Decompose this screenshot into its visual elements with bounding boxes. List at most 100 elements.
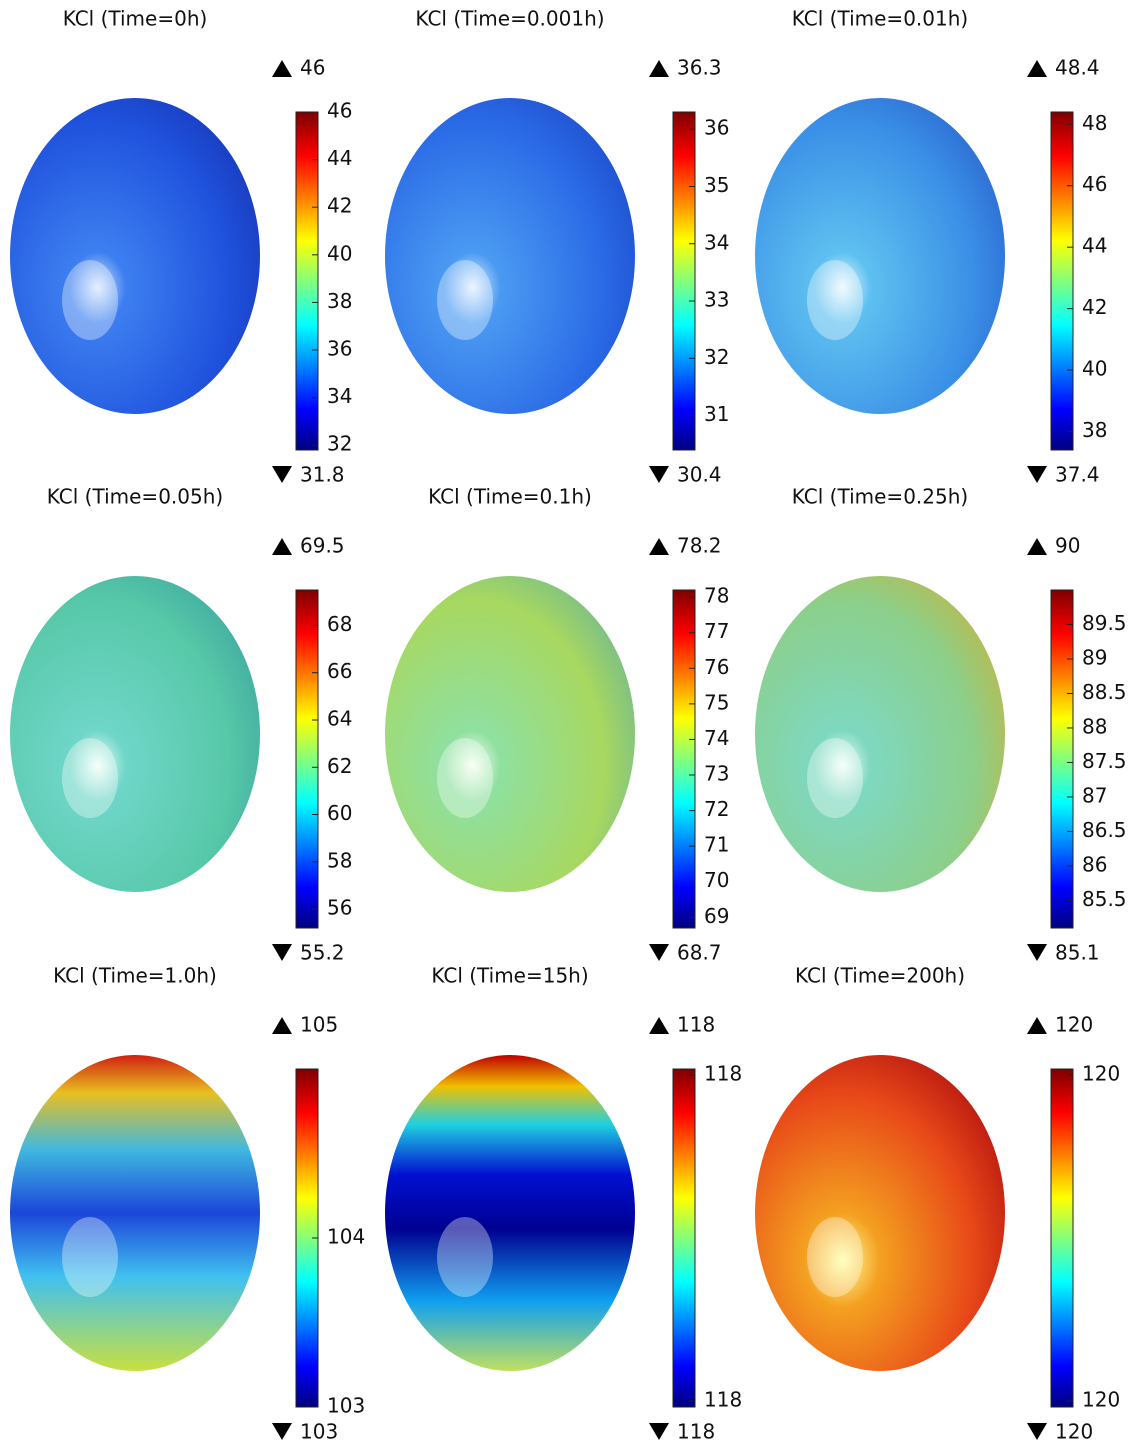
colorbar-label: 38 <box>1082 418 1107 442</box>
max-value: 69.5 <box>300 534 345 558</box>
panel-title: KCl (Time=0.05h) <box>47 485 223 509</box>
egg-highlight <box>807 1217 863 1297</box>
colorbar-label: 120 <box>1082 1388 1120 1412</box>
colorbar-label: 89.5 <box>1082 611 1127 635</box>
panel-title: KCl (Time=0.001h) <box>415 7 604 31</box>
colorbar-label: 88 <box>1082 714 1107 738</box>
colorbar-label: 46 <box>327 99 352 123</box>
colorbar-label: 34 <box>704 230 729 254</box>
max-marker <box>272 60 292 77</box>
colorbar-label: 75 <box>704 690 729 714</box>
max-marker <box>272 538 292 555</box>
colorbar-label: 104 <box>327 1225 365 1249</box>
colorbar-label: 40 <box>1082 357 1107 381</box>
colorbar-label: 72 <box>704 797 729 821</box>
colorbar-label: 76 <box>704 655 729 679</box>
panel-title: KCl (Time=0.1h) <box>428 485 592 509</box>
panel-title: KCl (Time=0.01h) <box>792 7 968 31</box>
panel-title: KCl (Time=1.0h) <box>53 964 217 988</box>
colorbar-label: 103 <box>327 1394 365 1418</box>
colorbar <box>296 590 318 928</box>
max-value: 118 <box>677 1013 715 1037</box>
colorbar-label: 78 <box>704 584 729 608</box>
egg-highlight <box>807 738 863 818</box>
min-value: 31.8 <box>300 463 345 487</box>
colorbar-label: 58 <box>327 848 352 872</box>
egg-plot <box>10 576 260 892</box>
colorbar-label: 69 <box>704 904 729 928</box>
min-marker <box>1027 1423 1047 1440</box>
egg-plot <box>385 576 635 892</box>
min-marker <box>649 944 669 961</box>
egg-plot <box>10 1055 260 1371</box>
max-value: 105 <box>300 1013 338 1037</box>
colorbar-label: 85.5 <box>1082 887 1127 911</box>
max-marker <box>649 1017 669 1034</box>
colorbar-label: 44 <box>1082 234 1107 258</box>
colorbar-label: 35 <box>704 173 729 197</box>
colorbar <box>673 112 695 450</box>
colorbar-label: 62 <box>327 754 352 778</box>
colorbar-label: 118 <box>704 1062 742 1086</box>
min-marker <box>272 944 292 961</box>
colorbar <box>673 590 695 928</box>
colorbar-label: 64 <box>327 707 352 731</box>
min-value: 120 <box>1055 1420 1093 1444</box>
min-marker <box>1027 944 1047 961</box>
colorbar-label: 87 <box>1082 783 1107 807</box>
colorbar-label: 32 <box>327 432 352 456</box>
max-marker <box>1027 538 1047 555</box>
colorbar-label: 42 <box>327 194 352 218</box>
colorbar-label: 44 <box>327 146 352 170</box>
min-value: 118 <box>677 1420 715 1444</box>
colorbar-label: 118 <box>704 1388 742 1412</box>
max-marker <box>1027 60 1047 77</box>
egg-plot <box>385 98 635 414</box>
min-marker <box>272 1423 292 1440</box>
egg-highlight <box>437 260 493 340</box>
egg-highlight <box>437 1217 493 1297</box>
min-marker <box>272 466 292 483</box>
egg-highlight <box>807 260 863 340</box>
panel-title: KCl (Time=0.25h) <box>792 485 968 509</box>
egg-plot <box>755 576 1005 892</box>
colorbar-label: 86.5 <box>1082 818 1127 842</box>
colorbar-label: 56 <box>327 896 352 920</box>
colorbar-label: 86 <box>1082 852 1107 876</box>
colorbar <box>673 1069 695 1407</box>
egg-highlight <box>62 738 118 818</box>
colorbar-label: 33 <box>704 288 729 312</box>
min-marker <box>649 1423 669 1440</box>
max-value: 48.4 <box>1055 56 1100 80</box>
panel-title: KCl (Time=15h) <box>431 964 588 988</box>
colorbar-label: 42 <box>1082 295 1107 319</box>
colorbar-label: 60 <box>327 801 352 825</box>
max-marker <box>1027 1017 1047 1034</box>
min-value: 55.2 <box>300 941 345 965</box>
egg-plot <box>755 1055 1005 1371</box>
max-marker <box>649 60 669 77</box>
max-value: 78.2 <box>677 534 722 558</box>
colorbar-label: 38 <box>327 289 352 313</box>
colorbar <box>296 112 318 450</box>
egg-highlight <box>62 260 118 340</box>
egg-plot <box>385 1055 635 1371</box>
min-value: 37.4 <box>1055 463 1100 487</box>
max-marker <box>272 1017 292 1034</box>
figure: KCl (Time=0h)4631.84644424038363432KCl (… <box>0 0 1133 1443</box>
max-value: 36.3 <box>677 56 722 80</box>
colorbar-label: 68 <box>327 612 352 636</box>
colorbar-label: 70 <box>704 868 729 892</box>
colorbar-label: 36 <box>704 116 729 140</box>
min-value: 103 <box>300 1420 338 1444</box>
colorbar <box>1051 1069 1073 1407</box>
colorbar-label: 89 <box>1082 645 1107 669</box>
max-marker <box>649 538 669 555</box>
min-value: 68.7 <box>677 941 722 965</box>
max-value: 90 <box>1055 534 1080 558</box>
colorbar <box>1051 112 1073 450</box>
colorbar-label: 46 <box>1082 172 1107 196</box>
colorbar-label: 88.5 <box>1082 680 1127 704</box>
colorbar-label: 66 <box>327 659 352 683</box>
colorbar-label: 120 <box>1082 1062 1120 1086</box>
